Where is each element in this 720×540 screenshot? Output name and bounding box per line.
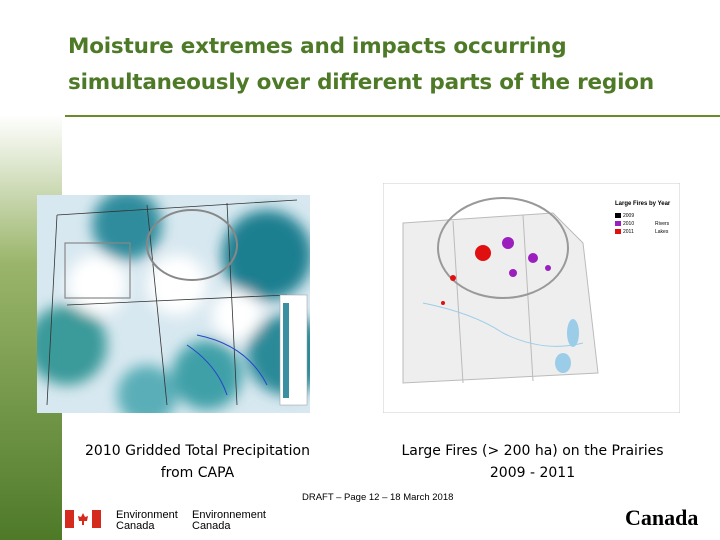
footer: DRAFT – Page 12 – 18 March 2018: [302, 492, 454, 503]
flag: [65, 510, 101, 528]
legend-item: 2009: [623, 213, 634, 219]
left-caption: 2010 Gridded Total Precipitation: [85, 443, 310, 459]
legend-title: Large Fires by Year: [615, 201, 671, 207]
right-caption: 2009 - 2011: [489, 465, 576, 481]
legend-item: 2011: [623, 229, 634, 235]
logo-text: Environnement: [192, 509, 266, 521]
right-caption: Large Fires (> 200 ha) on the Prairies: [401, 443, 664, 459]
legend-extra: Lakes: [655, 229, 669, 235]
fires-map: Large Fires by Year 2009 2010 2011 River…: [383, 183, 680, 413]
logo-text: Canada: [116, 520, 155, 532]
logo-en: Environment Canada: [116, 510, 178, 532]
precip-map: [37, 195, 310, 413]
logo-fr: Environnement Canada: [192, 510, 266, 532]
title-rule: [65, 115, 720, 117]
logo-text: Canada: [192, 520, 231, 532]
logo-text: Environment: [116, 509, 178, 521]
wordmark: Canada: [625, 505, 699, 530]
title-line: Moisture extremes and impacts occurring: [68, 34, 567, 59]
legend-extra: Rivers: [655, 221, 670, 227]
legend-item: 2010: [623, 221, 634, 227]
left-caption: from CAPA: [160, 465, 235, 481]
title-line: simultaneously over different parts of t…: [68, 70, 654, 95]
